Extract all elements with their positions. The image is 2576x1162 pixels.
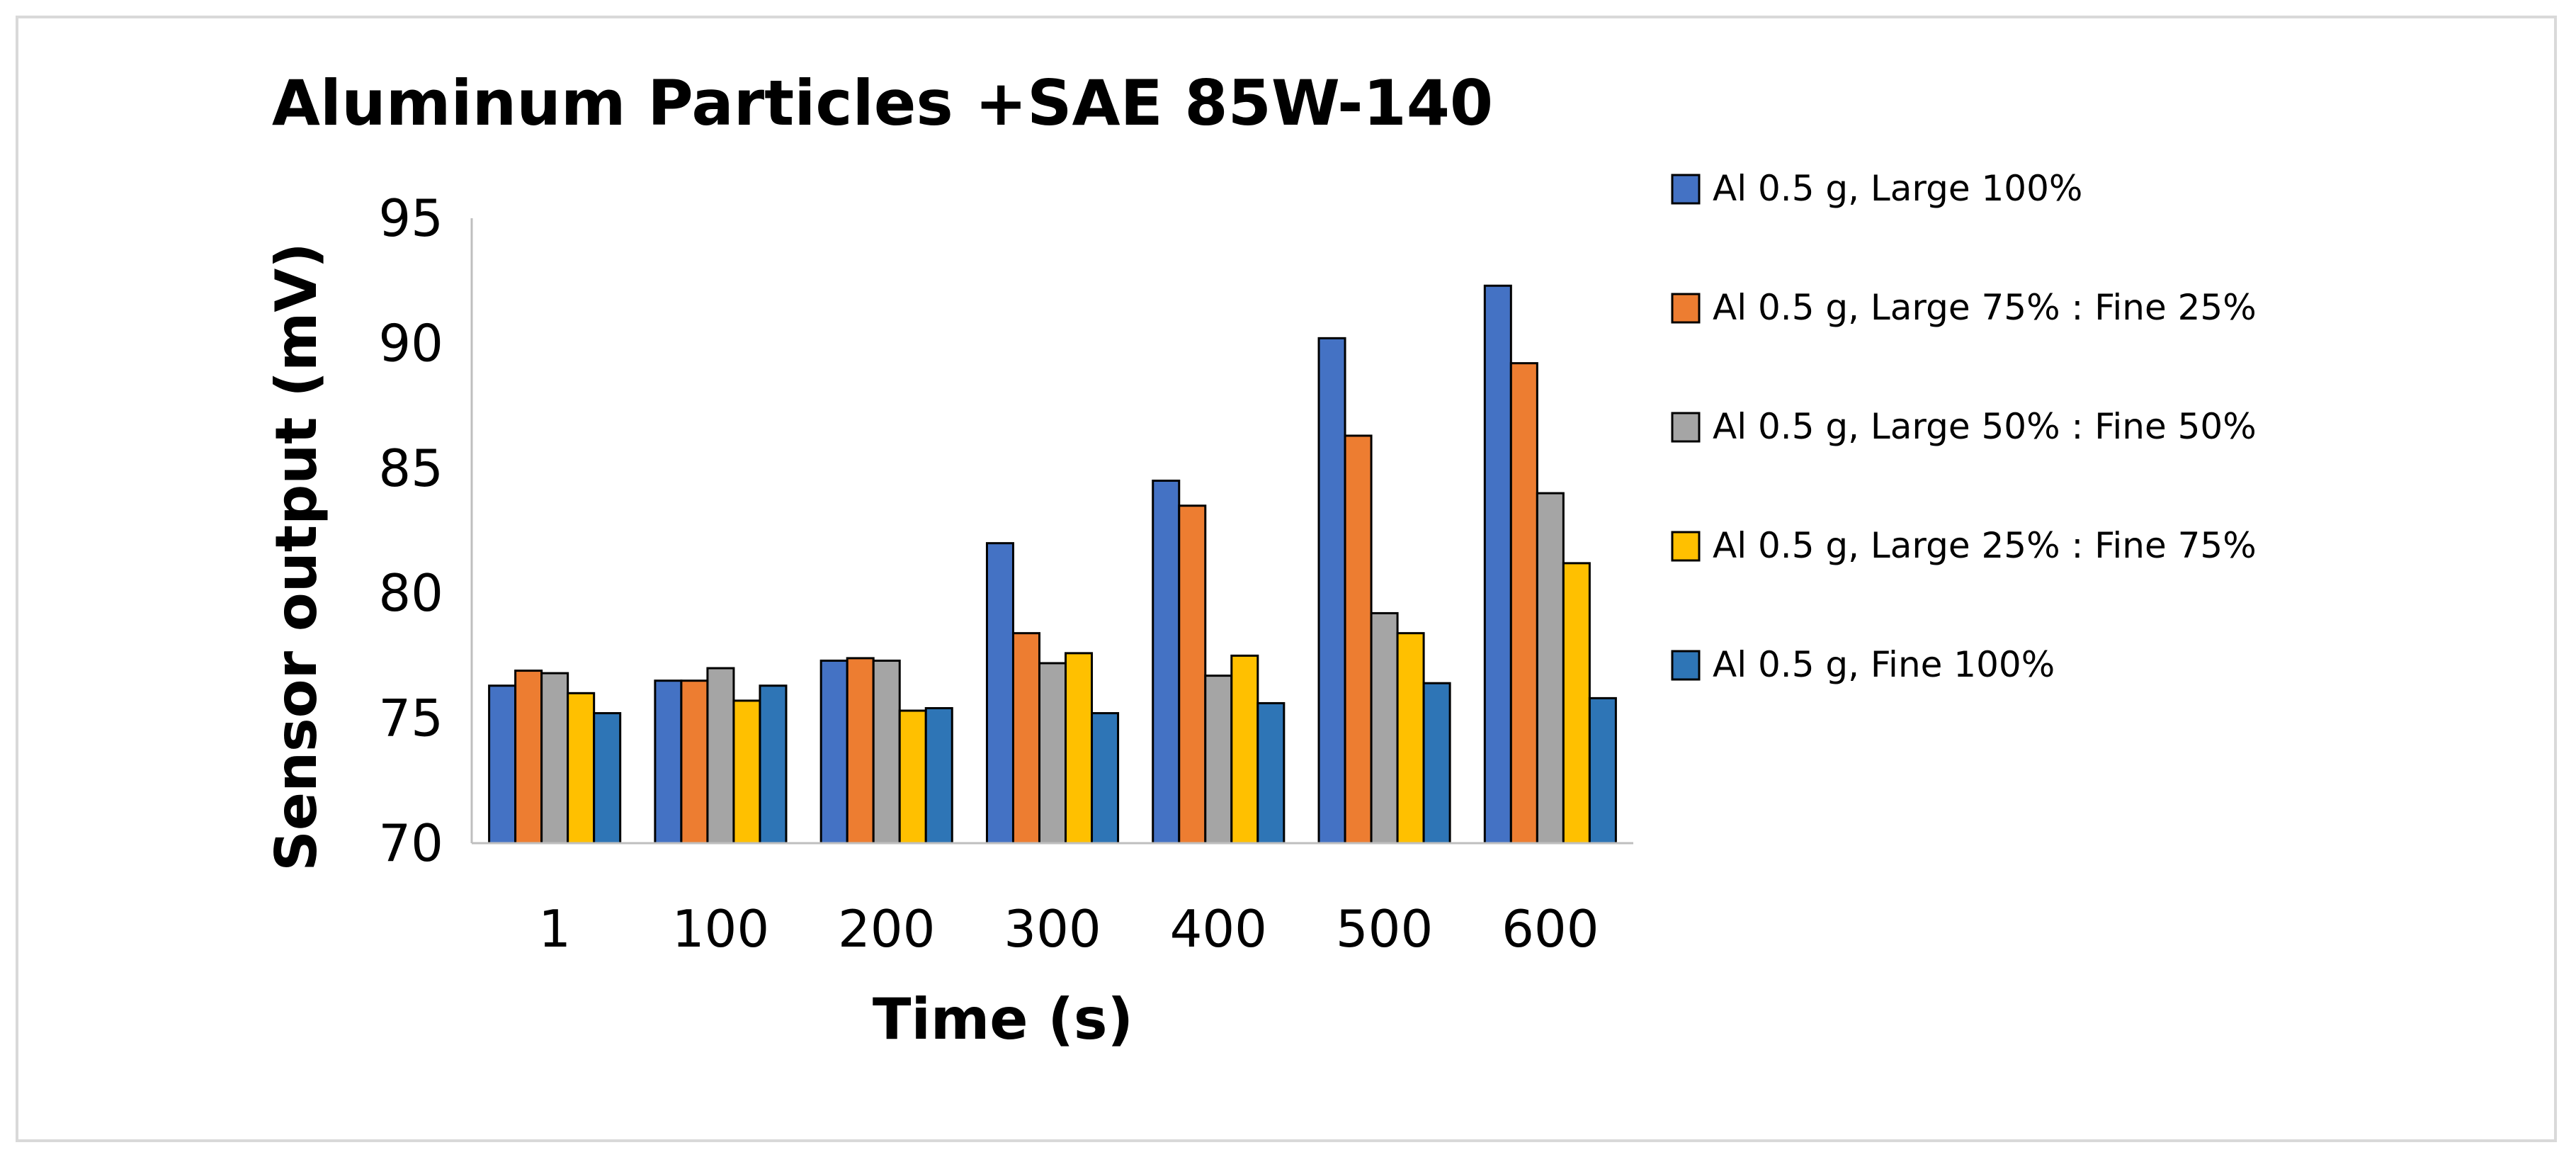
bar-300-series-4 [1065, 652, 1094, 845]
bar-1-series-4 [567, 692, 596, 845]
bar-400-series-2 [1178, 504, 1207, 845]
legend-swatch-1 [1671, 174, 1701, 205]
legend: Al 0.5 g, Large 100% Al 0.5 g, Large 75% … [1671, 168, 2257, 685]
x-axis: 1 100 200 300 400 500 600 [472, 842, 1633, 959]
bar-200-series-4 [898, 709, 927, 845]
x-tick-label: 100 [672, 899, 769, 959]
bar-100-series-1 [654, 679, 683, 845]
legend-label-1: Al 0.5 g, Large 100% [1713, 168, 2082, 209]
legend-label-2: Al 0.5 g, Large 75% : Fine 25% [1713, 287, 2257, 328]
bar-400-series-1 [1152, 479, 1181, 845]
bar-200-series-5 [924, 706, 953, 845]
chart: Aluminum Particles +SAE 85W-140 Sensor o… [263, 67, 2257, 1052]
legend-swatch-2 [1671, 293, 1701, 324]
bar-400-series-5 [1256, 701, 1286, 845]
legend-label-4: Al 0.5 g, Large 25% : Fine 75% [1713, 525, 2257, 566]
x-tick-label: 300 [1004, 899, 1101, 959]
bar-1-series-3 [540, 672, 569, 845]
bar-600-series-2 [1509, 362, 1538, 845]
y-tick-label: 70 [378, 813, 443, 873]
bar-600-series-3 [1536, 492, 1565, 845]
y-tick-label: 75 [378, 689, 443, 748]
chart-frame: Aluminum Particles +SAE 85W-140 Sensor o… [16, 16, 2557, 1142]
x-tick-label: 400 [1170, 899, 1267, 959]
x-tick-label: 600 [1502, 899, 1599, 959]
bar-300-series-1 [985, 542, 1014, 845]
y-tick-label: 80 [378, 563, 443, 623]
bar-100-series-5 [759, 684, 788, 845]
bar-300-series-5 [1091, 712, 1120, 845]
bar-200-series-3 [872, 659, 901, 845]
legend-label-5: Al 0.5 g, Fine 100% [1713, 644, 2055, 685]
bars [488, 284, 1617, 845]
bar-1-series-5 [593, 712, 622, 845]
legend-swatch-4 [1671, 531, 1701, 562]
y-tick-label: 90 [378, 313, 443, 373]
bar-600-series-1 [1483, 284, 1512, 845]
bar-300-series-3 [1038, 662, 1067, 845]
bar-500-series-1 [1317, 337, 1346, 845]
x-tick-label: 1 [538, 899, 571, 959]
y-axis-title: Sensor output (mV) [263, 242, 329, 872]
x-tick-label: 200 [838, 899, 935, 959]
legend-swatch-5 [1671, 650, 1701, 681]
bar-100-series-3 [706, 667, 735, 845]
chart-title: Aluminum Particles +SAE 85W-140 [272, 67, 1493, 140]
bar-300-series-2 [1011, 632, 1040, 845]
y-tick-label: 95 [378, 188, 443, 248]
x-axis-title: Time (s) [873, 986, 1133, 1052]
bar-1-series-1 [488, 684, 517, 845]
bar-600-series-4 [1562, 562, 1591, 845]
bar-500-series-5 [1422, 682, 1451, 845]
legend-swatch-3 [1671, 412, 1701, 443]
bar-100-series-2 [680, 679, 709, 845]
y-axis: 70 75 80 85 90 95 [378, 188, 473, 873]
bar-1-series-2 [514, 670, 543, 845]
bar-500-series-3 [1370, 611, 1399, 845]
bar-200-series-1 [819, 659, 849, 845]
y-tick-label: 85 [378, 439, 443, 498]
bar-400-series-4 [1230, 654, 1259, 845]
bar-500-series-2 [1344, 434, 1373, 845]
bar-200-series-2 [846, 657, 875, 845]
bar-400-series-3 [1204, 675, 1233, 845]
legend-label-3: Al 0.5 g, Large 50% : Fine 50% [1713, 406, 2257, 447]
bar-100-series-4 [732, 699, 761, 845]
x-tick-label: 500 [1336, 899, 1433, 959]
bar-500-series-4 [1396, 632, 1425, 845]
bar-600-series-5 [1588, 696, 1617, 845]
